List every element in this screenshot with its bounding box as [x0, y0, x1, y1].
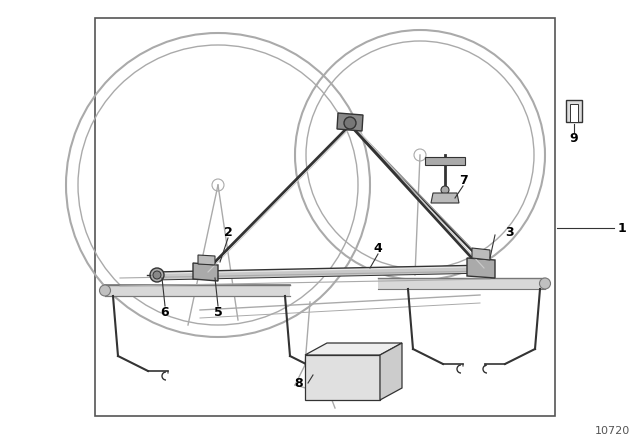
Text: 2: 2 — [223, 225, 232, 238]
Text: 8: 8 — [294, 376, 303, 389]
Text: 1: 1 — [618, 221, 627, 234]
Text: 6: 6 — [161, 306, 170, 319]
Polygon shape — [305, 355, 380, 400]
Polygon shape — [431, 193, 459, 203]
Polygon shape — [193, 263, 218, 281]
Text: 9: 9 — [570, 132, 579, 145]
Polygon shape — [337, 113, 363, 131]
Circle shape — [99, 285, 111, 296]
Circle shape — [441, 186, 449, 194]
Circle shape — [344, 117, 356, 129]
Circle shape — [540, 278, 550, 289]
Text: 10720: 10720 — [595, 426, 630, 436]
Text: 7: 7 — [459, 173, 467, 186]
Text: 3: 3 — [505, 225, 514, 238]
Polygon shape — [570, 104, 578, 122]
Text: 5: 5 — [214, 306, 222, 319]
Polygon shape — [198, 255, 215, 265]
Circle shape — [150, 268, 164, 282]
Polygon shape — [472, 248, 490, 260]
Polygon shape — [305, 343, 402, 355]
Polygon shape — [380, 343, 402, 400]
Polygon shape — [378, 278, 545, 289]
Polygon shape — [155, 265, 490, 274]
Polygon shape — [425, 157, 465, 165]
Polygon shape — [566, 100, 582, 122]
Polygon shape — [105, 285, 290, 296]
Polygon shape — [467, 258, 495, 278]
Polygon shape — [155, 265, 490, 280]
Text: 4: 4 — [374, 241, 382, 254]
Circle shape — [153, 271, 161, 279]
Bar — [95, 18, 555, 416]
